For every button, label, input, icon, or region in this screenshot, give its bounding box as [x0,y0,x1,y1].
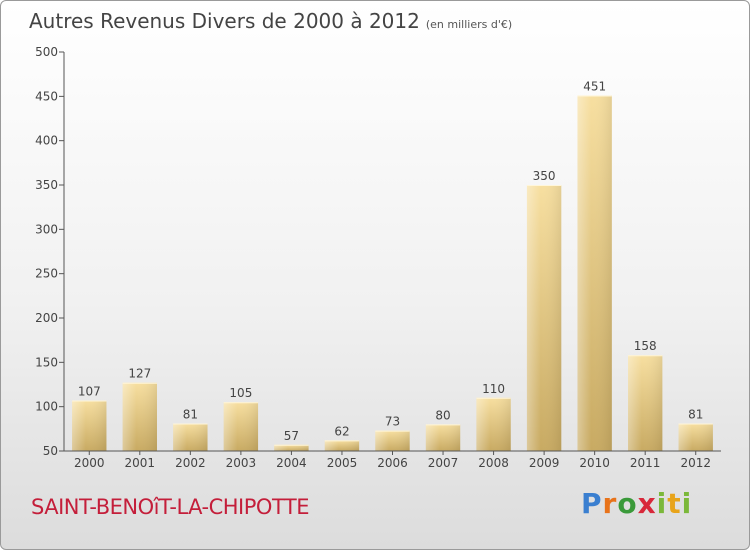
data-label-2004: 57 [284,429,299,443]
x-tick-label-2008: 2008 [478,456,509,470]
data-label-2007: 80 [435,408,450,422]
bar-shade-2008 [476,397,511,451]
bar-shade-2006 [375,430,410,451]
bar-shade-2007 [425,424,461,451]
data-label-2009: 350 [533,169,556,183]
bar-shade-2000 [72,400,107,451]
bar-shade-2003 [223,402,259,451]
data-label-2012: 81 [688,408,703,422]
bar-shade-2012 [678,423,713,451]
data-label-2002: 81 [183,408,198,422]
bar-shade-2005 [324,440,360,451]
data-label-2008: 110 [482,382,505,396]
x-tick-label-2001: 2001 [125,456,156,470]
x-tick-label-2010: 2010 [579,456,610,470]
data-label-2006: 73 [385,415,400,429]
x-tick-label-2011: 2011 [630,456,661,470]
y-tick-label: 500 [35,45,58,59]
chart-unit: (en milliers d'€) [425,18,513,31]
y-tick-label: 350 [35,178,58,192]
y-tick-label: 50 [43,444,58,458]
y-tick-label: 100 [35,400,58,414]
data-label-2000: 107 [78,384,101,398]
chart-title-text: Autres Revenus Divers de 2000 à 2012 [29,9,420,33]
y-tick-label: 200 [35,311,58,325]
y-tick-label: 450 [35,89,58,103]
data-label-2010: 451 [583,79,606,93]
y-tick-label: 300 [35,222,58,236]
place-name: SAINT-BENOîT-LA-CHIPOTTE [31,495,310,519]
x-tick-label-2005: 2005 [327,456,358,470]
x-tick-label-2009: 2009 [529,456,560,470]
x-tick-label-2012: 2012 [680,456,711,470]
bar-shade-2009 [526,185,562,451]
x-tick-label-2004: 2004 [276,456,307,470]
bar-shade-2010 [577,95,612,452]
data-label-2003: 105 [229,386,252,400]
data-label-2011: 158 [634,339,657,353]
y-tick-label: 150 [35,355,58,369]
chart-title: Autres Revenus Divers de 2000 à 2012 (en … [29,9,512,33]
y-tick-label: 400 [35,134,58,148]
bar-shade-2004 [274,444,309,451]
x-tick-label-2006: 2006 [377,456,408,470]
bar-shade-2002 [173,423,208,451]
x-tick-label-2000: 2000 [74,456,105,470]
x-tick-label-2003: 2003 [226,456,257,470]
x-tick-label-2007: 2007 [428,456,459,470]
data-label-2001: 127 [128,367,151,381]
proxiti-logo: Proxiti [581,487,693,520]
y-tick-label: 250 [35,267,58,281]
data-label-2005: 62 [334,424,349,438]
x-tick-label-2002: 2002 [175,456,206,470]
bar-shade-2011 [628,355,663,451]
bar-shade-2001 [122,382,157,451]
